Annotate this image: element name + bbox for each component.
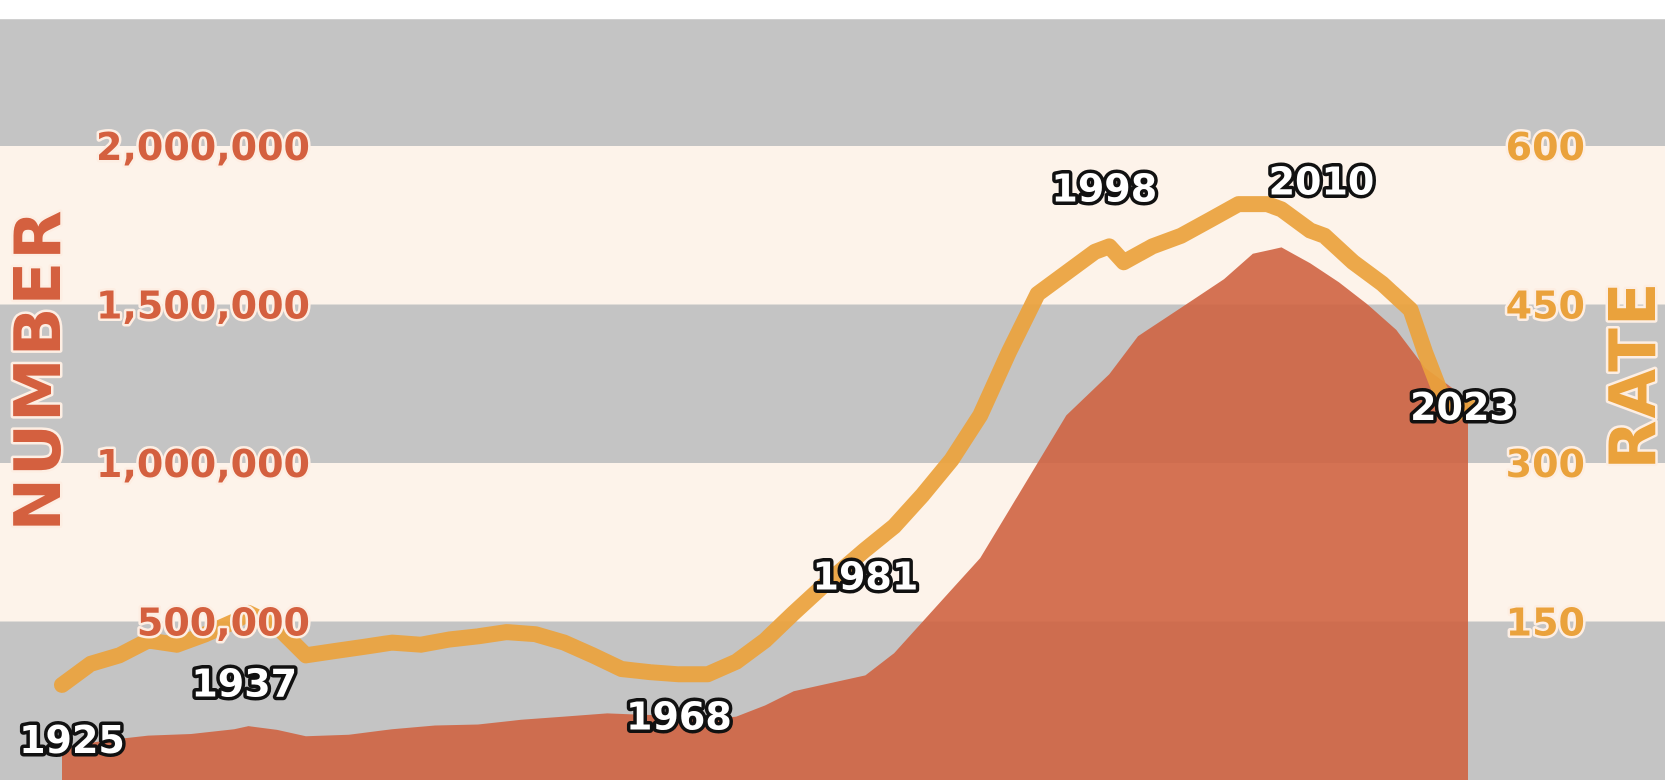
left-tick-label-2: 1,500,000 xyxy=(96,284,310,328)
right-tick-label-4: 150 xyxy=(1506,601,1585,645)
left-tick-label-4: 500,000 xyxy=(137,601,310,645)
number-area-series xyxy=(62,247,1468,780)
background-band-2 xyxy=(0,146,1665,305)
right-tick-label-1: 600 xyxy=(1506,125,1585,169)
left-axis-title: NUMBER xyxy=(2,209,76,532)
right-tick-label-3: 300 xyxy=(1506,442,1585,486)
year-label-2010: 2010 xyxy=(1269,159,1375,203)
background-band-1 xyxy=(0,19,1665,147)
year-annotations: 1925 1937 1968 1981 1998 2010 2023 xyxy=(16,156,1520,766)
year-label-1981: 1981 xyxy=(813,555,919,599)
left-tick-label-3: 1,000,000 xyxy=(96,442,310,486)
right-tick-label-2: 450 xyxy=(1506,284,1585,328)
right-axis-title: RATE xyxy=(1597,280,1665,469)
year-label-1925: 1925 xyxy=(19,718,125,762)
year-label-1968: 1968 xyxy=(626,694,732,738)
year-label-1998: 1998 xyxy=(1051,166,1157,210)
number-area xyxy=(62,247,1468,780)
left-tick-label-1: 2,000,000 xyxy=(96,125,310,169)
axis-ticks: 2,000,000 1,500,000 1,000,000 500,000 600 450… xyxy=(94,123,1588,648)
rate-line xyxy=(54,196,1476,693)
year-label-2023: 2023 xyxy=(1410,385,1516,429)
rate-line-series xyxy=(54,196,1476,693)
year-label-1937: 1937 xyxy=(191,662,297,706)
